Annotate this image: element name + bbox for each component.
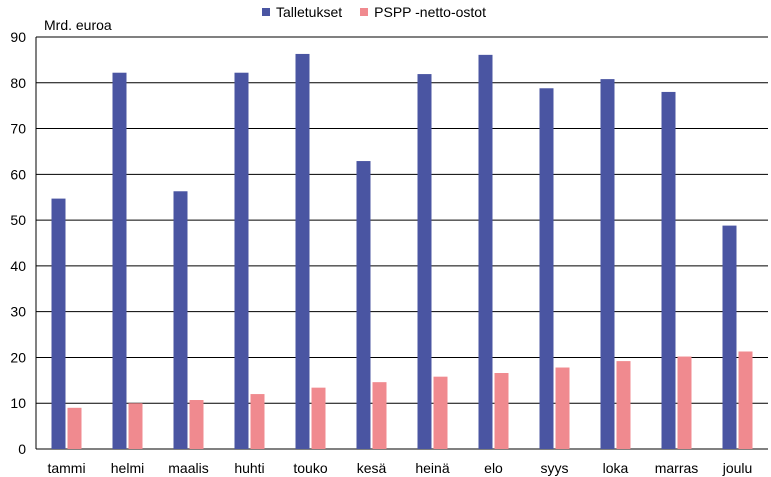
bar-talletukset: [234, 72, 249, 449]
x-tick-label: loka: [603, 460, 629, 476]
y-tick-label: 20: [10, 349, 26, 365]
y-tick-label: 40: [10, 258, 26, 274]
x-tick-label: syys: [541, 460, 569, 476]
bar-talletukset: [417, 74, 432, 449]
bar-talletukset: [51, 198, 66, 449]
x-tick-label: tammi: [47, 460, 85, 476]
bar-pspp: [738, 351, 753, 449]
bar-pspp: [189, 400, 204, 449]
y-tick-label: 70: [10, 121, 26, 137]
y-tick-label: 30: [10, 304, 26, 320]
bar-pspp: [372, 382, 387, 449]
bar-talletukset: [356, 161, 371, 449]
bar-talletukset: [722, 225, 737, 449]
x-tick-label: huhti: [234, 460, 264, 476]
legend-swatch-pspp: [360, 8, 369, 16]
y-tick-label: 80: [10, 75, 26, 91]
bar-talletukset: [600, 79, 615, 450]
legend-label-talletukset: Talletukset: [276, 4, 343, 20]
x-tick-label: touko: [293, 460, 327, 476]
y-axis-label: Mrd. euroa: [44, 17, 112, 33]
bar-talletukset: [295, 53, 310, 450]
legend-label-pspp: PSPP -netto-ostot: [374, 4, 486, 20]
bar-pspp: [677, 356, 692, 449]
legend-item-talletukset: Talletukset: [262, 4, 342, 20]
x-tick-label: kesä: [357, 460, 387, 476]
bar-talletukset: [173, 191, 188, 449]
y-tick-label: 10: [10, 395, 26, 411]
y-tick-label: 50: [10, 212, 26, 228]
x-tick-label: marras: [655, 460, 699, 476]
x-tick-label: heinä: [415, 460, 449, 476]
bar-pspp: [250, 394, 265, 449]
bar-pspp: [616, 361, 631, 449]
legend-item-pspp: PSPP -netto-ostot: [360, 4, 486, 20]
bar-pspp: [555, 367, 570, 449]
bar-pspp: [433, 376, 448, 449]
bar-talletukset: [539, 88, 554, 449]
x-tick-label: helmi: [111, 460, 144, 476]
bar-talletukset: [661, 91, 676, 449]
y-tick-label: 0: [18, 441, 26, 457]
legend-swatch-talletukset: [262, 8, 270, 16]
y-tick-label: 60: [10, 166, 26, 182]
x-tick-label: joulu: [722, 460, 753, 476]
legend: Talletukset PSPP -netto-ostot: [262, 4, 496, 20]
bar-pspp: [67, 407, 82, 449]
bar-talletukset: [478, 54, 493, 449]
y-tick-label: 90: [10, 29, 26, 45]
x-tick-label: maalis: [168, 460, 208, 476]
bar-pspp: [494, 373, 509, 449]
bar-pspp: [128, 403, 143, 449]
x-tick-label: elo: [484, 460, 503, 476]
bar-talletukset: [112, 72, 127, 449]
bar-pspp: [311, 387, 326, 449]
